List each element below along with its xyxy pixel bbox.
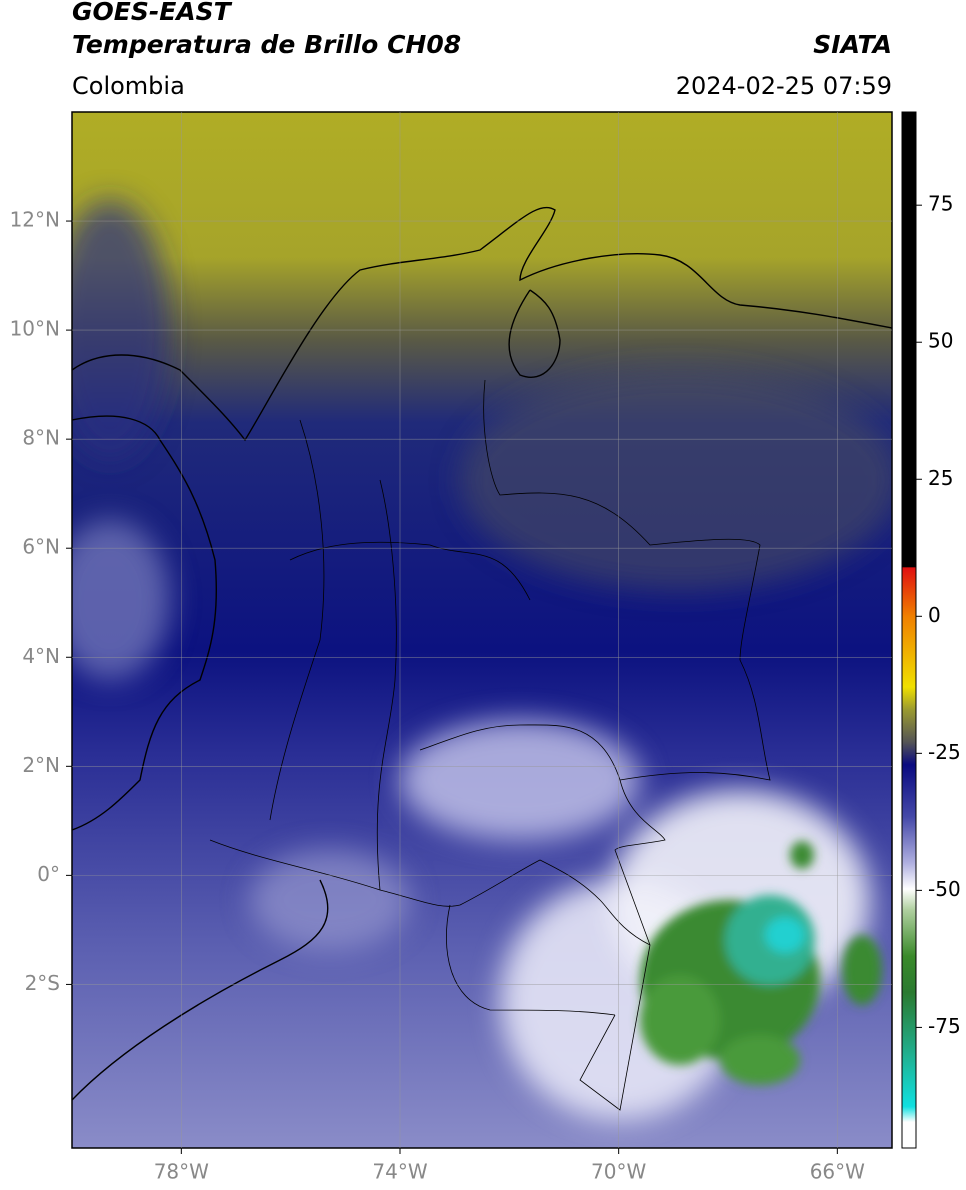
colorbar-tick-label: -50	[928, 877, 961, 901]
lat-tick-label: 4°N	[22, 644, 60, 668]
colorbar-tick-label: 0	[928, 603, 941, 627]
colorbar-tick-label: -75	[928, 1014, 961, 1038]
colorbar	[901, 111, 917, 1149]
satellite-image	[72, 112, 892, 1148]
lon-tick-label: 74°W	[372, 1160, 427, 1184]
colorbar-tick-label: 50	[928, 329, 953, 353]
lat-tick-label: 12°N	[10, 208, 60, 232]
region: Colombia	[72, 72, 185, 100]
lat-tick-label: 0°	[37, 862, 60, 886]
coastlines	[72, 206, 892, 1101]
borders	[209, 379, 771, 1111]
subtitle: Temperatura de Brillo CH08	[72, 30, 461, 59]
lat-tick-label: 8°N	[22, 426, 60, 450]
lat-tick-label: 10°N	[10, 317, 60, 341]
lat-tick-label: 2°S	[25, 971, 60, 995]
lon-tick-label: 78°W	[154, 1160, 209, 1184]
datetime: 2024-02-25 07:59	[676, 72, 892, 100]
map-frame	[71, 111, 893, 1149]
lon-tick-label: 70°W	[591, 1160, 646, 1184]
lat-tick-label: 6°N	[22, 535, 60, 559]
title: GOES-EAST	[72, 0, 233, 26]
colorbar-tick-label: -25	[928, 740, 961, 764]
cold-clouds	[640, 841, 882, 1085]
colorbar-tick-label: 75	[928, 192, 953, 216]
colorbar-tick-label: 25	[928, 466, 953, 490]
lon-tick-label: 66°W	[810, 1160, 865, 1184]
source: SIATA	[813, 30, 892, 59]
lat-tick-label: 2°N	[22, 753, 60, 777]
